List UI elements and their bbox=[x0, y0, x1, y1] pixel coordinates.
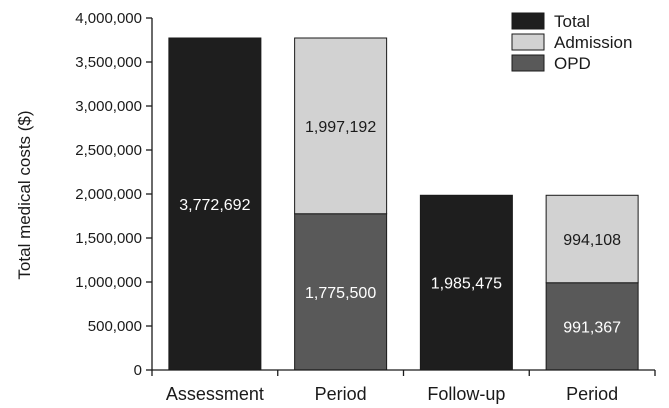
bar-total-2 bbox=[419, 194, 513, 371]
data-label-admission-3: 994,108 bbox=[563, 232, 621, 249]
data-label-admission-1: 1,997,192 bbox=[305, 119, 376, 136]
legend-swatch-admission bbox=[511, 33, 545, 51]
y-tick-label: 3,000,000 bbox=[75, 98, 142, 115]
bar-admission-1 bbox=[294, 37, 388, 215]
x-tick-label: Assessment bbox=[166, 384, 264, 404]
data-label-total-2: 1,985,475 bbox=[431, 276, 502, 293]
x-tick-label: Period bbox=[315, 384, 367, 404]
bar-total-0 bbox=[168, 37, 262, 371]
legend-label-opd: OPD bbox=[554, 54, 591, 73]
x-axis: Assessment Period Follow-up Period bbox=[151, 369, 656, 404]
legend: Total Admission OPD bbox=[511, 12, 632, 73]
x-tick-label: Period bbox=[566, 384, 618, 404]
y-tick-label: 500,000 bbox=[88, 318, 142, 335]
legend-swatch-opd bbox=[511, 54, 545, 72]
x-tick-label: Follow-up bbox=[427, 384, 505, 404]
y-tick-label: 4,000,000 bbox=[75, 10, 142, 27]
bar-opd-1 bbox=[294, 213, 388, 371]
data-label-opd-1: 1,775,500 bbox=[305, 285, 376, 302]
y-tick-label: 1,500,000 bbox=[75, 230, 142, 247]
y-tick-label: 0 bbox=[134, 362, 142, 379]
y-axis-ticks: 0 500,000 1,000,000 1,500,000 2,000,000 2,500… bbox=[75, 10, 153, 379]
y-tick-label: 1,000,000 bbox=[75, 274, 142, 291]
legend-label-total: Total bbox=[554, 12, 590, 31]
data-label-opd-3: 991,367 bbox=[563, 319, 621, 336]
data-label-total-0: 3,772,692 bbox=[179, 197, 250, 214]
legend-label-admission: Admission bbox=[554, 33, 632, 52]
bar-opd-3 bbox=[545, 282, 639, 371]
y-tick-label: 2,000,000 bbox=[75, 186, 142, 203]
y-tick-label: 2,500,000 bbox=[75, 142, 142, 159]
bar-admission-3 bbox=[545, 194, 639, 284]
y-axis-label: Total medical costs ($) bbox=[15, 110, 34, 279]
y-tick-label: 3,500,000 bbox=[75, 54, 142, 71]
legend-swatch-total bbox=[511, 12, 545, 30]
bars: 3,772,692 1,775,500 1,997,192 1,985,475 991,… bbox=[168, 37, 639, 371]
